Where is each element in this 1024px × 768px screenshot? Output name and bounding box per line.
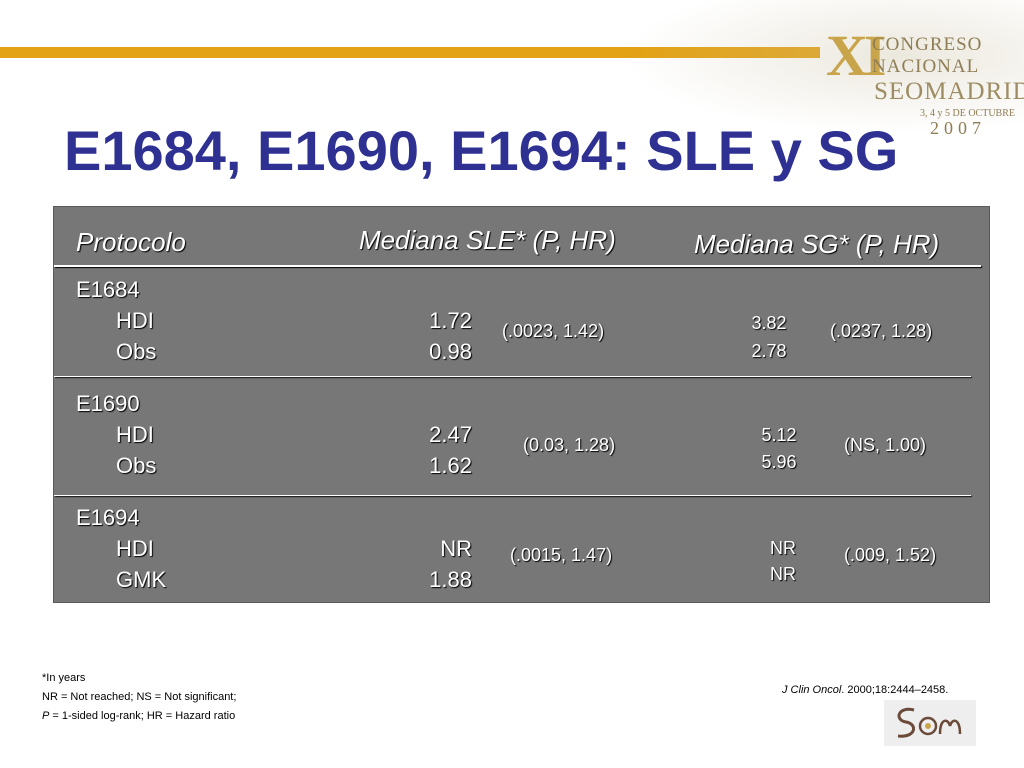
results-table: Protocolo Mediana SLE* (P, HR) Mediana S…	[53, 206, 990, 603]
conference-line-1: CONGRESO	[872, 34, 983, 55]
footnote-p-symbol: P	[42, 710, 50, 722]
arm-label: Obs	[116, 339, 157, 364]
header-accent-bar	[0, 47, 820, 58]
reference-journal: J Clin Oncol	[782, 684, 842, 696]
sg-value: 2.78	[751, 341, 787, 361]
arm-label: HDI	[116, 308, 154, 333]
protocol-label: E1690	[76, 391, 140, 416]
sg-stats: (.0237, 1.28)	[830, 321, 933, 341]
sle-value: 1.62	[429, 453, 472, 478]
header-sle: Mediana SLE* (P, HR)	[359, 225, 616, 255]
sg-value: 3.82	[751, 313, 787, 333]
sle-stats: (.0023, 1.42)	[502, 321, 605, 341]
footnote-abbrev: NR = Not reached; NS = Not significant;	[42, 691, 237, 703]
sg-value: NR	[770, 564, 796, 584]
footnote-stats-text: = 1-sided log-rank; HR = Hazard ratio	[49, 710, 236, 722]
arm-label: HDI	[116, 422, 154, 447]
conference-numeral: XI	[826, 23, 887, 88]
sg-value: 5.96	[761, 452, 797, 472]
seom-logo-mark	[897, 707, 962, 738]
sg-value: NR	[770, 538, 796, 558]
arm-label: Obs	[116, 453, 157, 478]
conference-line-2: NACIONAL	[872, 56, 980, 77]
header-rule	[54, 265, 981, 267]
header-sg: Mediana SG* (P, HR)	[694, 229, 940, 259]
header-protocol: Protocolo	[76, 227, 186, 257]
sle-stats: (0.03, 1.28)	[523, 435, 616, 455]
sle-value: 0.98	[429, 339, 472, 364]
conference-line-3: SEOMADRID	[874, 78, 1024, 105]
header-decoration	[600, 0, 1024, 140]
sle-value: 1.88	[429, 567, 472, 592]
sle-value: 2.47	[429, 422, 472, 447]
sg-stats: (.009, 1.52)	[844, 545, 937, 565]
seom-logo	[884, 700, 976, 746]
conference-logo: XI CONGRESO NACIONAL SEOMADRID 3, 4 y 5 …	[826, 22, 1024, 142]
footnote-units: *In years	[42, 672, 86, 684]
protocol-label: E1684	[76, 277, 140, 302]
arm-label: GMK	[116, 567, 167, 592]
sle-value: NR	[440, 536, 472, 561]
arm-label: HDI	[116, 536, 154, 561]
protocol-label: E1694	[76, 505, 140, 530]
reference-details: . 2000;18:2444–2458.	[841, 684, 949, 696]
footnote-stats: P = 1-sided log-rank; HR = Hazard ratio	[42, 710, 235, 722]
sg-stats: (NS, 1.00)	[844, 435, 927, 455]
conference-year: 2007	[930, 118, 986, 138]
sle-value: 1.72	[429, 308, 472, 333]
sg-value: 5.12	[761, 425, 797, 445]
reference-citation: J Clin Oncol. 2000;18:2444–2458.	[782, 684, 948, 696]
group-divider	[54, 376, 971, 377]
conference-dates: 3, 4 y 5 DE OCTUBRE	[920, 108, 1015, 119]
sle-stats: (.0015, 1.47)	[510, 545, 613, 565]
group-divider	[54, 495, 971, 496]
slide-title: E1684, E1690, E1694: SLE y SG	[64, 119, 899, 182]
